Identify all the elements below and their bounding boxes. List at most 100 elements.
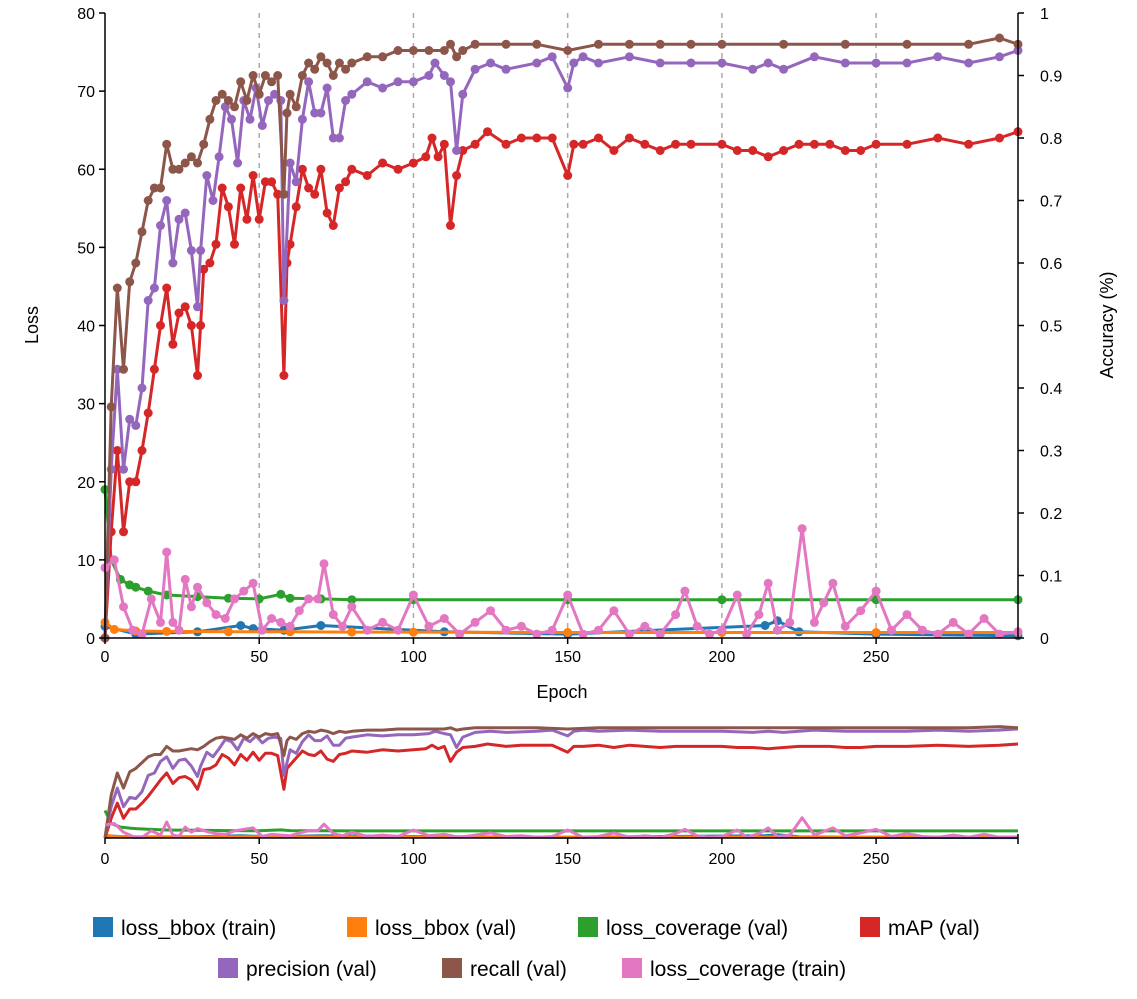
data-point xyxy=(748,146,758,155)
data-point xyxy=(236,183,246,193)
data-point xyxy=(257,121,267,130)
data-point xyxy=(408,627,418,637)
data-point xyxy=(291,202,301,212)
data-point xyxy=(779,64,789,74)
legend-item-loss-bbox-val[interactable]: loss_bbox (val) xyxy=(347,917,516,940)
legend-label: loss_coverage (train) xyxy=(650,958,846,981)
data-point xyxy=(563,46,573,55)
data-point xyxy=(334,183,344,193)
data-point xyxy=(452,146,462,155)
data-point xyxy=(291,177,301,187)
overview-x-tick-label: 0 xyxy=(101,851,110,868)
series-recall-val xyxy=(100,33,1023,643)
data-point xyxy=(452,171,462,180)
data-point xyxy=(501,625,511,635)
data-point xyxy=(516,621,526,631)
data-point xyxy=(180,574,190,584)
data-point xyxy=(205,114,215,124)
data-point xyxy=(319,559,329,569)
data-point xyxy=(609,146,619,155)
data-point xyxy=(578,139,588,149)
x-tick-label: 150 xyxy=(554,649,581,666)
data-point xyxy=(223,202,233,212)
data-point xyxy=(156,321,165,330)
data-point xyxy=(230,239,239,249)
data-point xyxy=(347,595,357,605)
data-point xyxy=(242,214,252,224)
y-left-tick-label: 50 xyxy=(77,240,95,257)
data-point xyxy=(162,626,172,636)
y-right-tick-label: 0.7 xyxy=(1040,194,1062,211)
data-point xyxy=(236,77,246,87)
data-point xyxy=(347,627,357,637)
legend-item-map-val[interactable]: mAP (val) xyxy=(860,917,980,940)
data-point xyxy=(917,625,927,635)
data-point xyxy=(933,52,943,62)
y-right-tick-label: 0.1 xyxy=(1040,569,1062,586)
data-point xyxy=(285,621,295,631)
legend-item-precision-val[interactable]: precision (val) xyxy=(218,958,377,981)
data-point xyxy=(162,283,172,293)
overview-line-loss-bbox-val xyxy=(104,833,1018,839)
x-tick-label: 100 xyxy=(400,649,427,666)
data-point xyxy=(933,133,943,143)
data-point xyxy=(119,364,128,374)
data-point xyxy=(828,578,838,588)
data-point xyxy=(162,196,172,205)
data-point xyxy=(624,629,634,639)
data-point xyxy=(199,139,209,149)
data-point xyxy=(239,586,249,596)
data-point xyxy=(143,586,153,596)
legend-item-loss-coverage-train[interactable]: loss_coverage (train) xyxy=(622,958,846,981)
data-point xyxy=(424,46,434,55)
data-point xyxy=(446,221,455,230)
y-right-tick-label: 0.4 xyxy=(1040,381,1062,398)
data-point xyxy=(439,46,449,55)
data-point xyxy=(168,617,178,627)
legend-item-loss-bbox-train[interactable]: loss_bbox (train) xyxy=(93,917,276,940)
data-point xyxy=(362,52,372,62)
data-point xyxy=(205,258,215,268)
data-point xyxy=(146,594,156,604)
legend-swatch xyxy=(347,917,367,937)
data-point xyxy=(211,610,221,620)
data-point xyxy=(655,146,665,155)
data-point xyxy=(671,139,681,149)
data-point xyxy=(692,621,702,631)
legend-item-loss-coverage-val[interactable]: loss_coverage (val) xyxy=(578,917,788,940)
data-point xyxy=(470,39,480,49)
data-point xyxy=(532,58,542,68)
x-gridlines xyxy=(258,13,877,638)
data-point xyxy=(341,96,351,105)
data-point xyxy=(267,614,277,623)
data-point xyxy=(856,606,866,616)
overview-x-tick-label: 100 xyxy=(400,851,427,868)
data-point xyxy=(624,133,634,143)
data-point xyxy=(316,164,326,174)
y-axis-left-title: Loss xyxy=(22,306,42,344)
data-point xyxy=(671,610,681,620)
data-point xyxy=(143,196,153,205)
data-point xyxy=(174,308,184,318)
overview-x-tick-label: 150 xyxy=(554,851,581,868)
data-point xyxy=(310,189,320,199)
data-point xyxy=(362,625,372,635)
data-point xyxy=(279,296,289,305)
data-point xyxy=(106,402,116,412)
data-point xyxy=(270,89,280,99)
series-precision-val xyxy=(100,46,1023,643)
data-point xyxy=(455,629,465,639)
legend-item-recall-val[interactable]: recall (val) xyxy=(442,958,567,981)
data-point xyxy=(856,146,866,155)
y-left-tick-label: 20 xyxy=(77,475,95,492)
data-point xyxy=(248,171,258,180)
data-point xyxy=(547,625,557,635)
data-point xyxy=(470,617,480,627)
data-point xyxy=(282,108,292,118)
data-point xyxy=(887,625,896,635)
data-point xyxy=(310,108,320,118)
data-point xyxy=(180,302,190,312)
data-point xyxy=(316,621,326,630)
data-point xyxy=(334,58,344,68)
data-point xyxy=(131,582,141,592)
